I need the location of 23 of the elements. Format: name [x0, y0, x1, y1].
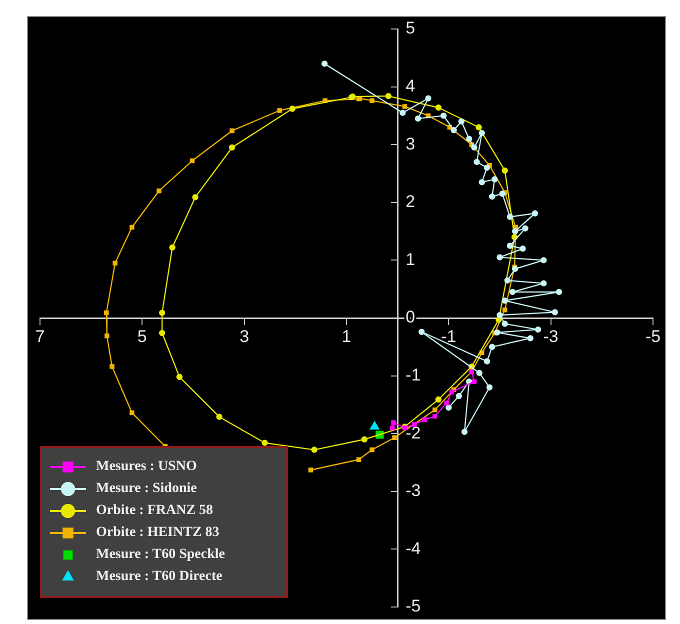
y-tick-label: 2: [406, 192, 416, 212]
y-tick-label: -1: [406, 365, 421, 384]
y-tick-label: 1: [406, 250, 416, 269]
x-tick-label: 7: [35, 326, 45, 346]
y-tick-label: -2: [406, 423, 421, 442]
legend-label: Orbite : FRANZ 58: [96, 503, 214, 519]
y-tick-label: 4: [406, 76, 416, 96]
legend-label: Mesures : USNO: [96, 459, 197, 475]
x-tick-label: 1: [342, 326, 352, 346]
x-tick-label: 5: [137, 326, 147, 346]
x-tick-label: -1: [441, 326, 456, 346]
legend-label: Mesure : T60 Speckle: [96, 547, 225, 563]
legend-label: Mesure : Sidonie: [96, 481, 197, 497]
y-tick-label: 3: [406, 134, 416, 154]
y-tick-label: -5: [406, 596, 421, 616]
x-tick-label: 3: [240, 326, 250, 346]
y-tick-label: -3: [406, 481, 421, 500]
x-tick-label: -5: [645, 326, 661, 346]
y-tick-label: 5: [406, 18, 416, 38]
y-tick-label: -4: [406, 538, 421, 558]
x-tick-label: -3: [543, 326, 558, 346]
legend-label: Orbite : HEINTZ 83: [96, 525, 220, 541]
legend-label: Mesure : T60 Directe: [96, 569, 222, 585]
